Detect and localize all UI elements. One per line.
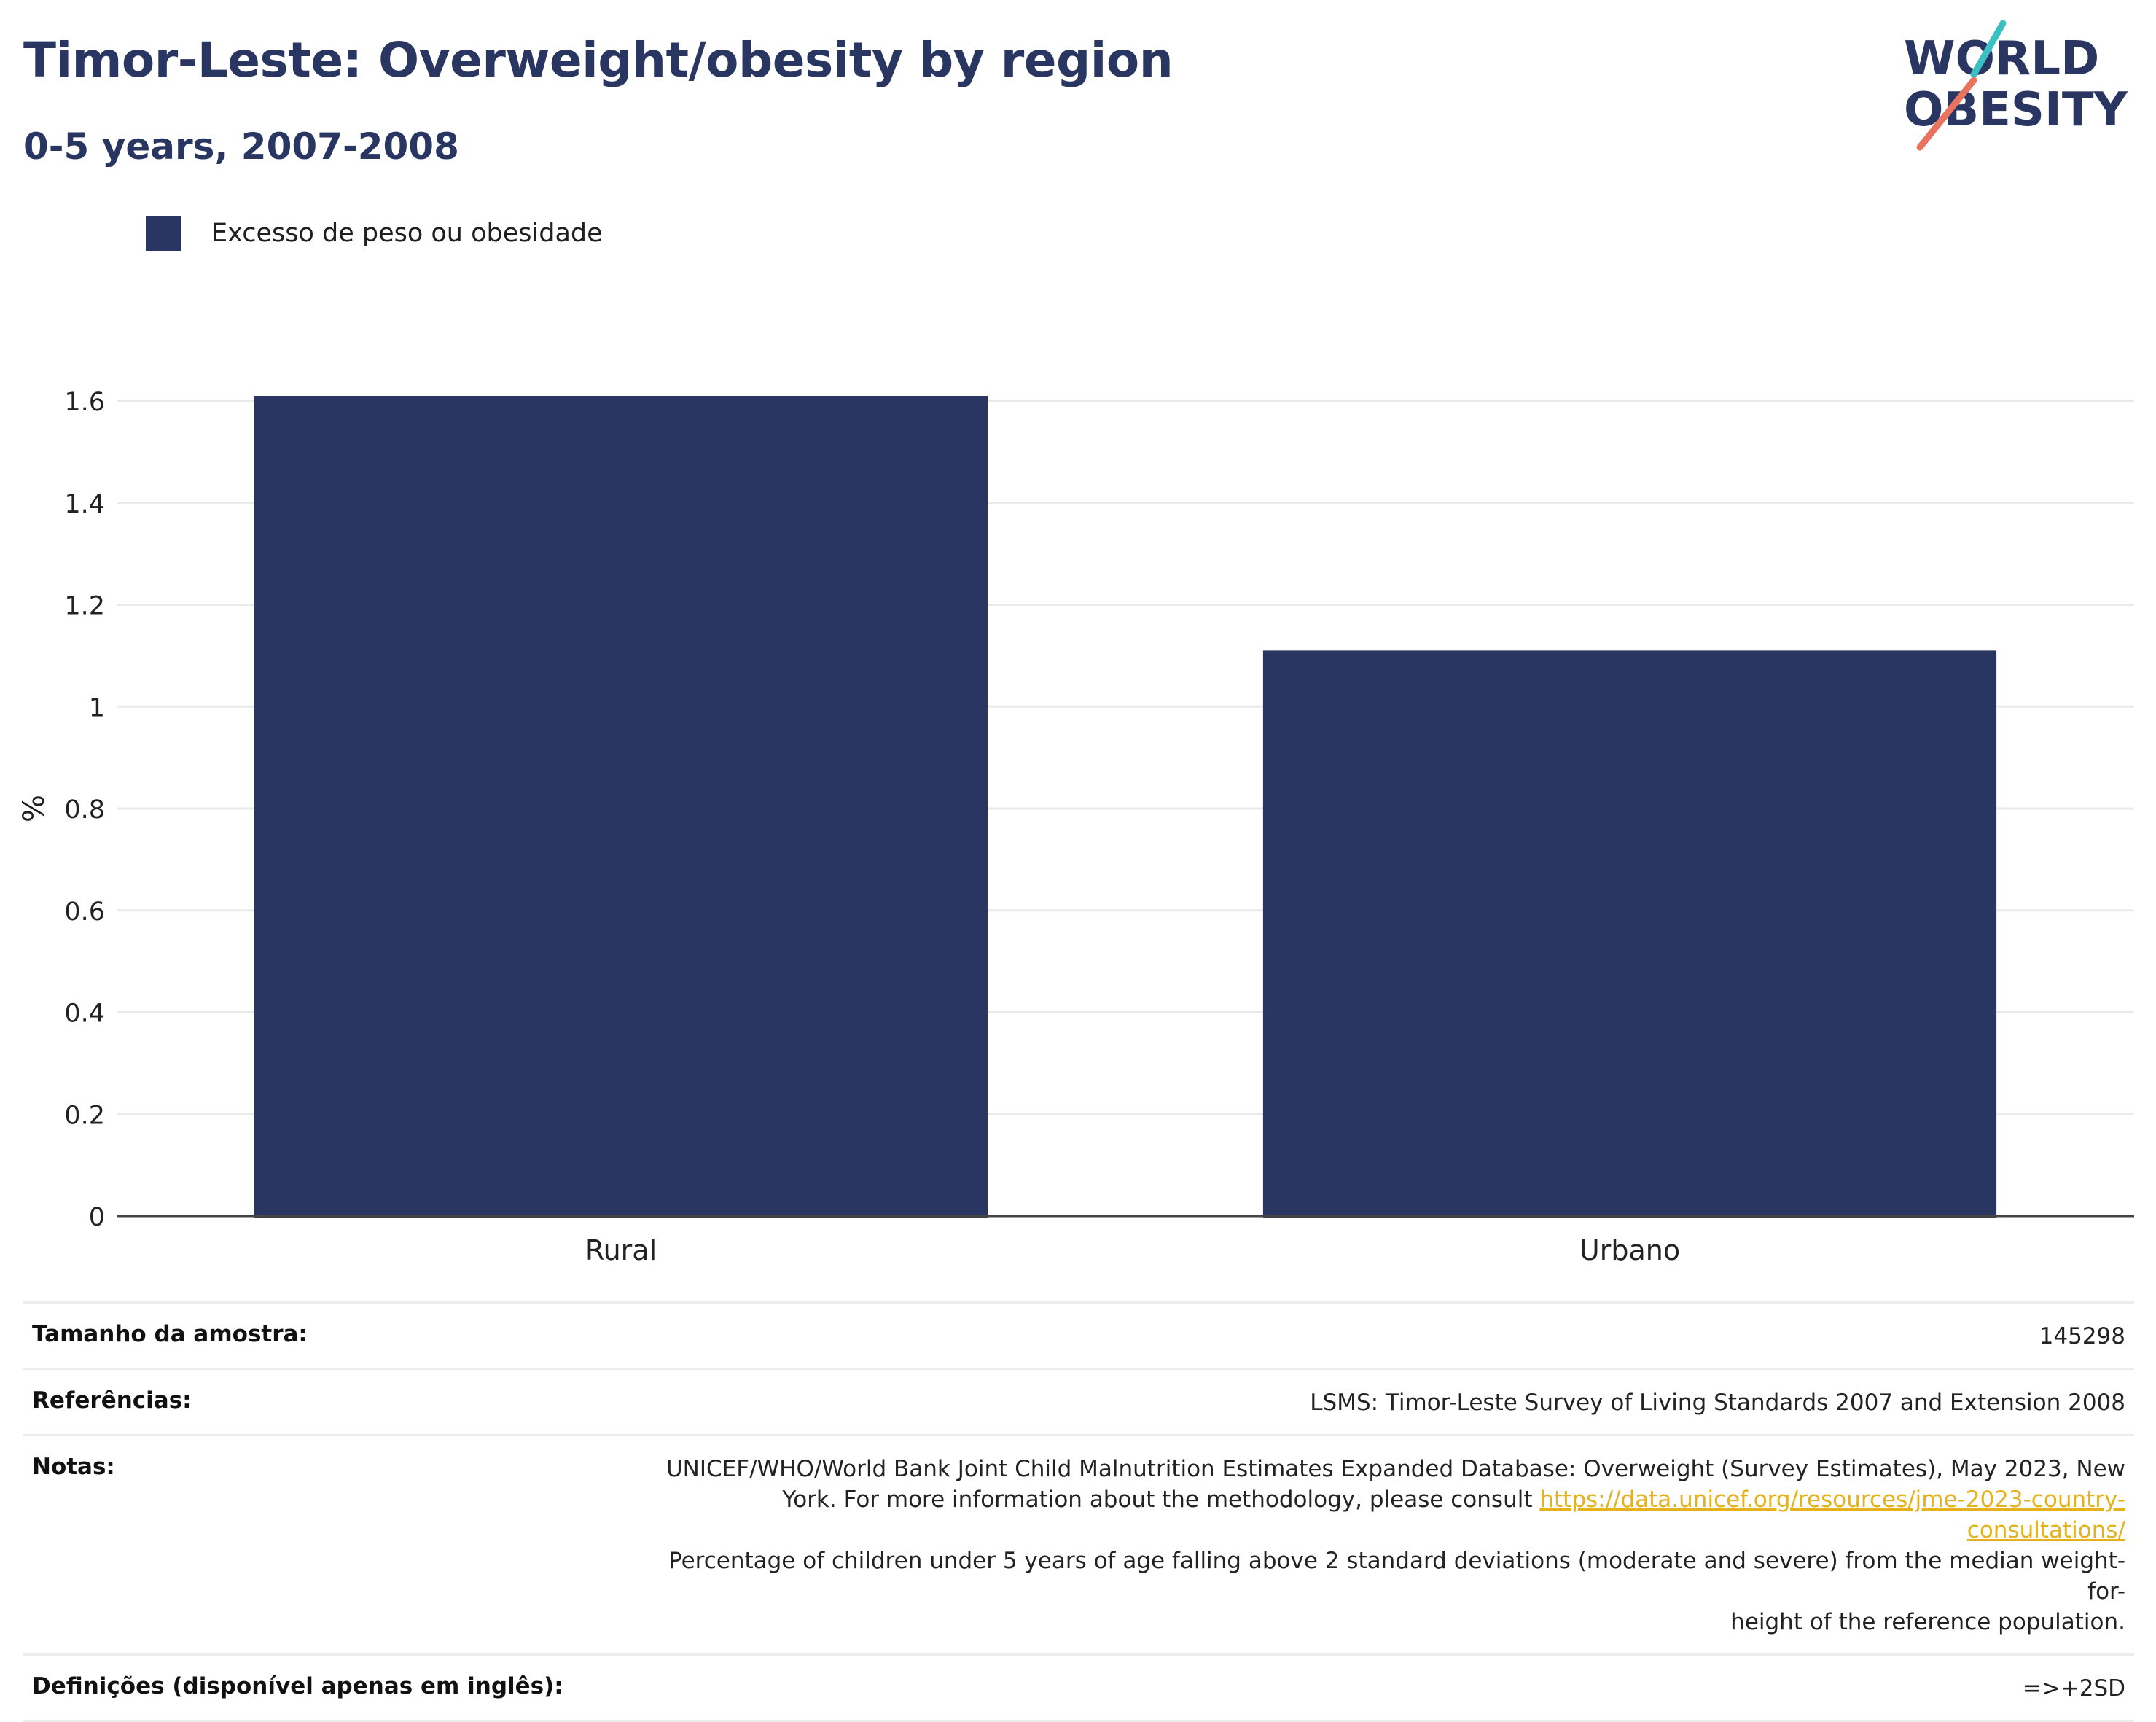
notes-value: UNICEF/WHO/World Bank Joint Child Malnut… [624,1435,2134,1655]
y-axis-label: % [17,795,51,822]
legend-label: Excesso de peso ou obesidade [211,219,603,248]
notes-label: Notas: [32,1454,115,1480]
logo-line2: OBESITY [1904,83,2128,137]
y-tick-label: 0.4 [64,1000,105,1029]
bar-urbano[interactable] [1262,650,1997,1218]
info-row-definitions: Definições (disponível apenas em inglês)… [23,1654,2134,1721]
logo-line1: WORLD [1904,32,2099,86]
bar-rural[interactable] [254,396,988,1218]
notes-line4: height of the reference population. [1730,1609,2125,1635]
sample-size-label: Tamanho da amostra: [32,1321,308,1347]
notes-line3: Percentage of children under 5 years of … [668,1548,2125,1605]
info-row-notes: Notas: UNICEF/WHO/World Bank Joint Child… [23,1435,2134,1655]
x-tick-label: Rural [585,1234,657,1266]
x-tick-label: Urbano [1579,1234,1680,1266]
notes-line1: UNICEF/WHO/World Bank Joint Child Malnut… [665,1456,2125,1482]
y-tick-label: 0.8 [64,795,105,825]
definitions-value: =>+2SD [2022,1675,2125,1702]
bar-chart: Rural Urbano 0 0.2 0.4 0.6 0.8 1 1.2 1.4 1.6 % [17,388,2134,1266]
world-obesity-logo[interactable]: WORLD OBESITY [1895,17,2143,156]
info-row-references: Referências: LSMS: Timor-Leste Survey of… [23,1368,2134,1435]
info-row-sample-size: Tamanho da amostra: 145298 [23,1302,2134,1369]
notes-link[interactable]: https://data.unicef.org/resources/jme-20… [1539,1487,2125,1543]
legend-swatch [146,216,181,251]
logo-slash-bottom-icon [1916,77,1977,151]
chart-title: Timor-Leste: Overweight/obesity by regio… [23,32,1173,88]
definitions-label: Definições (disponível apenas em inglês)… [32,1673,563,1699]
sample-size-value: 145298 [2039,1323,2125,1349]
y-tick-label: 0.2 [64,1101,105,1130]
references-label: Referências: [32,1387,192,1414]
references-value: LSMS: Timor-Leste Survey of Living Stand… [1310,1390,2125,1416]
logo-slash-top-icon [1970,20,2007,78]
world-obesity-logo-graphic: WORLD OBESITY [1904,20,2128,151]
notes-line2-prefix: York. For more information about the met… [782,1487,1540,1513]
y-tick-label: 1 [89,693,105,722]
y-tick-label: 1.6 [64,388,105,417]
chart-legend[interactable]: Excesso de peso ou obesidade [146,216,603,251]
y-tick-label: 1.2 [64,592,105,621]
y-tick-label: 0.6 [64,897,105,927]
y-tick-label: 1.4 [64,490,105,519]
chart-subtitle: 0-5 years, 2007-2008 [23,125,459,168]
info-table: Tamanho da amostra: 145298 Referências: … [23,1301,2134,1722]
y-tick-label: 0 [89,1203,105,1232]
